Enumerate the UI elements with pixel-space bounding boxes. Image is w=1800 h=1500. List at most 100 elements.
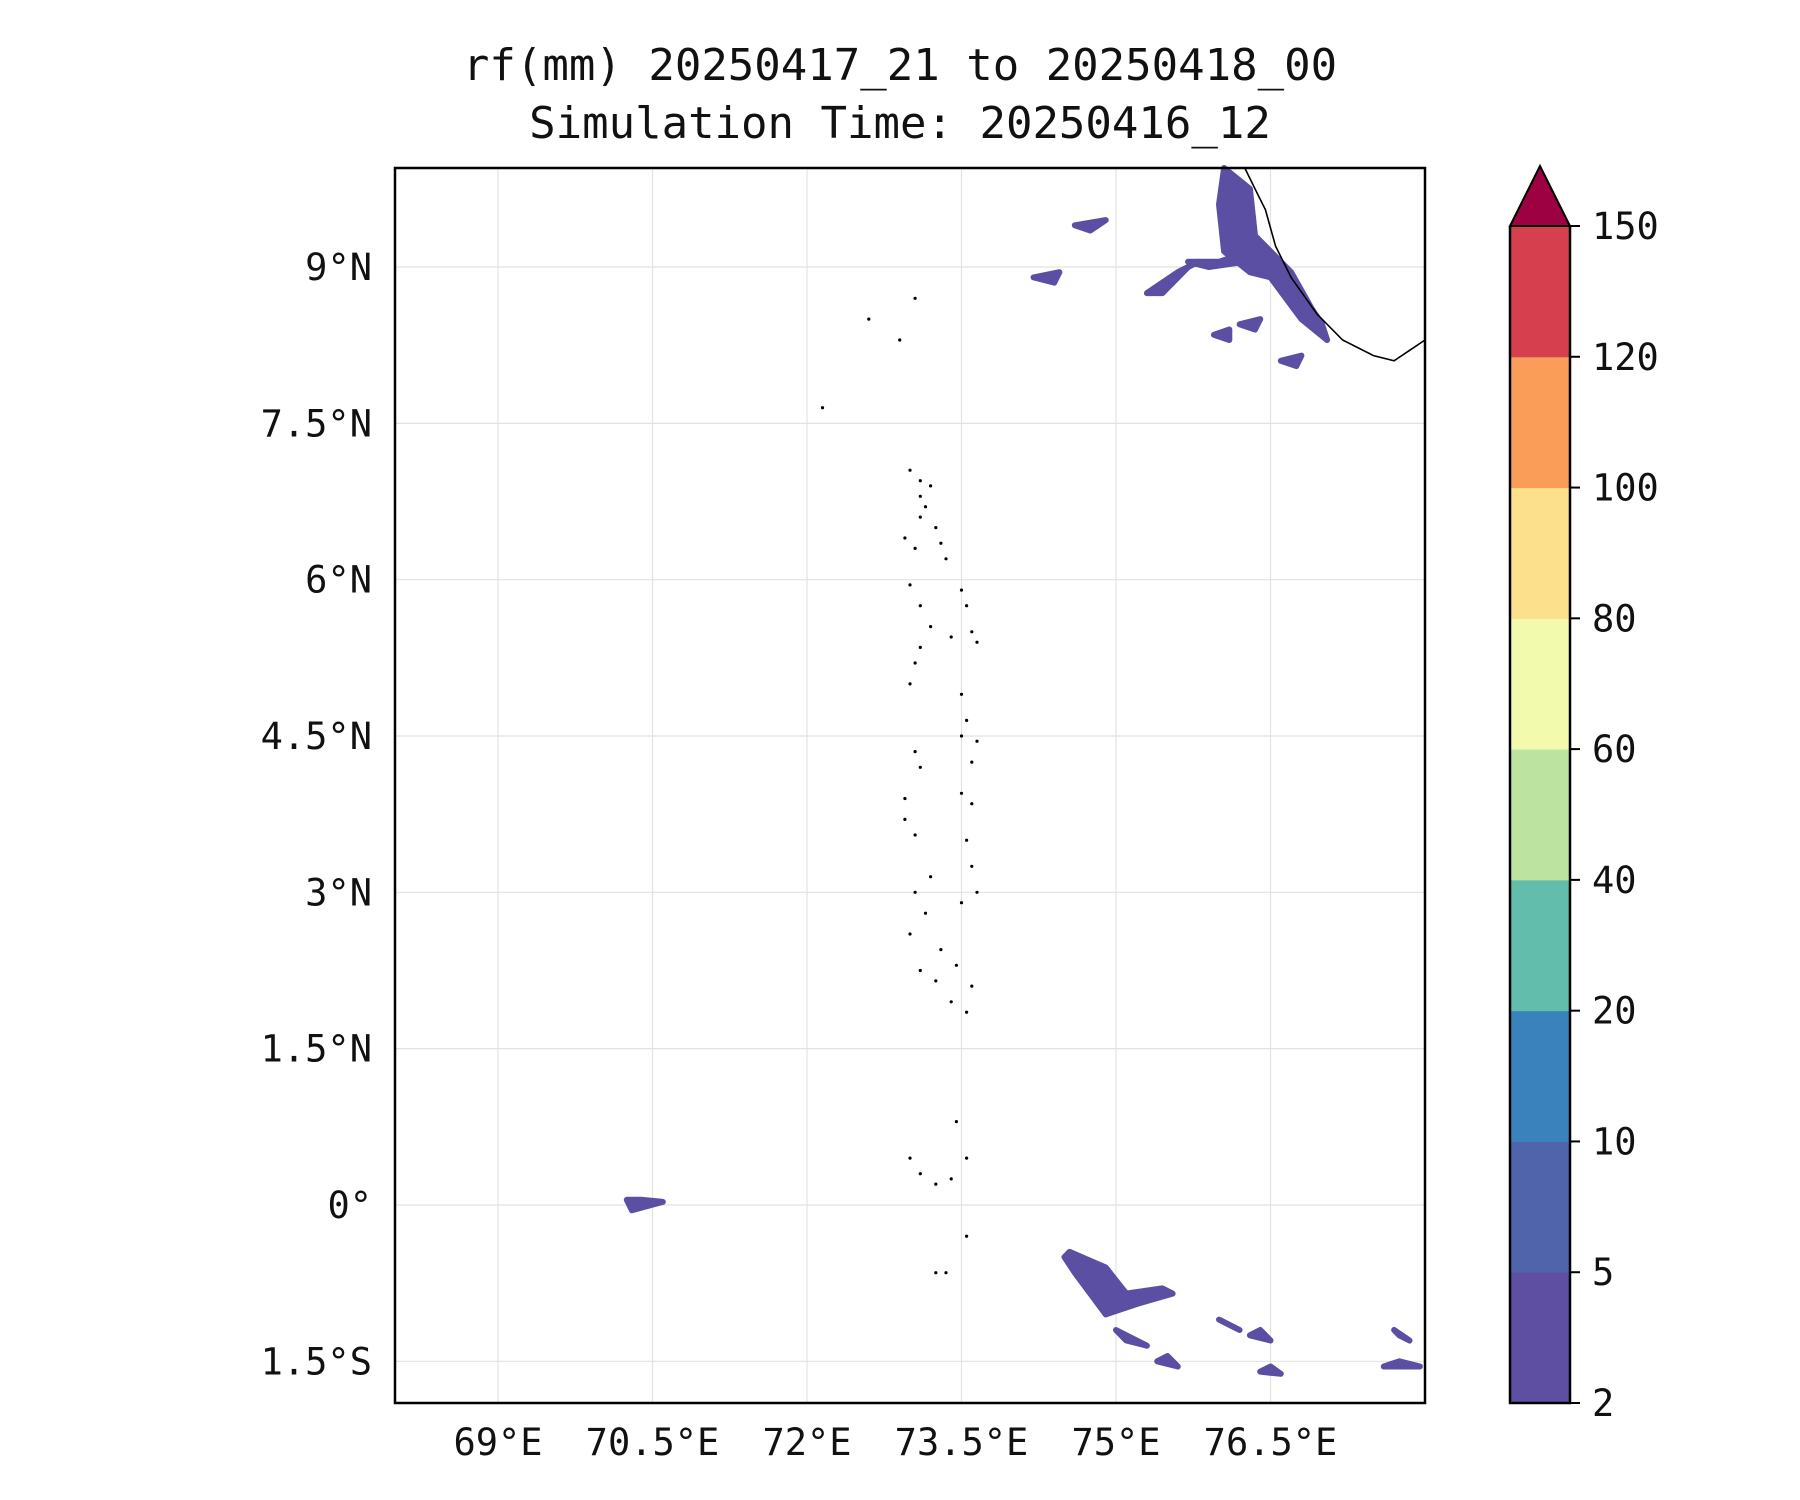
colorbar-tick-label: 150 [1592,205,1659,248]
rain-patch [1257,1363,1284,1377]
island-dot [913,750,917,754]
rain-patch [1154,1353,1181,1370]
island-dot [929,875,933,879]
y-axis-ticks: 9°N 7.5°N 6°N 4.5°N 3°N 1.5°N 0° 1.5°S [261,246,372,1383]
colorbar-segment [1510,487,1570,619]
island-dot [959,901,964,905]
rain-patch [1216,1316,1243,1333]
island-dot [908,932,912,936]
island-dot [867,317,871,321]
map-frame [393,166,1427,1405]
coastline-india [1244,167,1426,362]
gridlines [395,168,1425,1403]
coastlines [820,167,1426,1275]
y-tick-label: 9°N [305,246,372,289]
island-dot [908,682,912,686]
island-dot [970,760,974,764]
x-tick-label: 69°E [453,1421,542,1464]
island-dot [934,1271,938,1275]
x-tick-label: 73.5°E [895,1421,1029,1464]
colorbar-segment [1510,356,1570,489]
island-dot [939,541,943,545]
x-tick-label: 76.5°E [1204,1421,1338,1464]
colorbar-tick-label: 40 [1592,859,1637,902]
rainfall-contours [623,165,1423,1377]
island-dot [934,526,938,530]
island-dot [949,635,953,639]
island-dot [913,661,917,665]
island-dot [934,979,938,983]
rain-patch [1380,1358,1423,1370]
island-dot [918,645,922,650]
colorbar-tick-label: 5 [1592,1251,1614,1294]
island-dot [975,890,979,894]
island-dot [820,406,825,410]
y-tick-label: 1.5°N [261,1028,372,1071]
island-dot [929,625,933,629]
island-dot [949,1000,953,1004]
island-dot [959,692,964,696]
rain-patch [1391,1327,1413,1344]
rain-patch [1216,165,1331,343]
island-dot [918,479,922,483]
island-dot [970,802,974,806]
island-dot [954,1120,959,1124]
colorbar-extend-arrow [1508,163,1572,227]
island-dot [934,1182,938,1186]
island-dot [929,484,933,488]
island-dot [970,984,974,988]
island-dot [903,796,907,801]
island-dot [918,494,922,498]
rain-patch [1185,248,1253,270]
y-tick-label: 7.5°N [261,402,372,445]
y-tick-label: 0° [327,1184,372,1227]
y-tick-label: 6°N [305,559,372,602]
x-axis-ticks: 69°E 70.5°E 72°E 73.5°E 75°E 76.5°E [453,1421,1337,1464]
y-tick-label: 1.5°S [261,1340,372,1383]
colorbar-outline [1508,226,1572,1405]
colorbar-segment [1510,226,1570,358]
x-tick-label: 70.5°E [586,1421,720,1464]
colorbar-segment [1510,1010,1570,1142]
rain-patch [1071,217,1109,234]
rain-patch [1236,316,1264,333]
colorbar-tick-label: 10 [1592,1120,1637,1163]
island-dot [918,765,922,769]
island-dot [965,1010,969,1014]
colorbar-segment [1510,618,1570,750]
map-title-line2: Simulation Time: 20250416_12 [529,98,1271,149]
colorbar-tick-label: 20 [1592,990,1637,1033]
colorbar-tick-label: 2 [1592,1382,1614,1425]
island-dot [965,718,969,723]
island-dot [918,968,922,973]
rain-patch [1061,1248,1176,1318]
island-dot [903,817,907,822]
colorbar-tick-label: 60 [1592,728,1637,771]
colorbar: 2 5 10 20 40 60 80 100 120 150 [1508,163,1659,1425]
island-dot [923,505,928,509]
colorbar-segment [1510,879,1570,1012]
colorbar-tick-label: 80 [1592,597,1637,640]
island-dot [975,739,979,743]
island-dot [918,515,922,519]
island-dot [959,588,964,592]
island-dot [965,838,969,842]
island-dot [908,468,912,472]
island-dot [913,833,917,837]
island-dot [944,557,948,561]
rain-patch [1113,1327,1150,1349]
island-dot [939,948,943,952]
island-dot [913,296,917,300]
rain-patch [1246,1327,1274,1344]
island-dot [965,1234,969,1238]
rain-patch [1030,269,1063,286]
rain-patch [1277,352,1305,369]
rain-patch [1210,326,1233,343]
island-dot [965,604,969,608]
island-dot [903,536,907,540]
y-tick-label: 3°N [305,871,372,914]
island-dot [944,1271,948,1275]
island-dot [970,630,974,634]
island-dot [954,963,959,967]
